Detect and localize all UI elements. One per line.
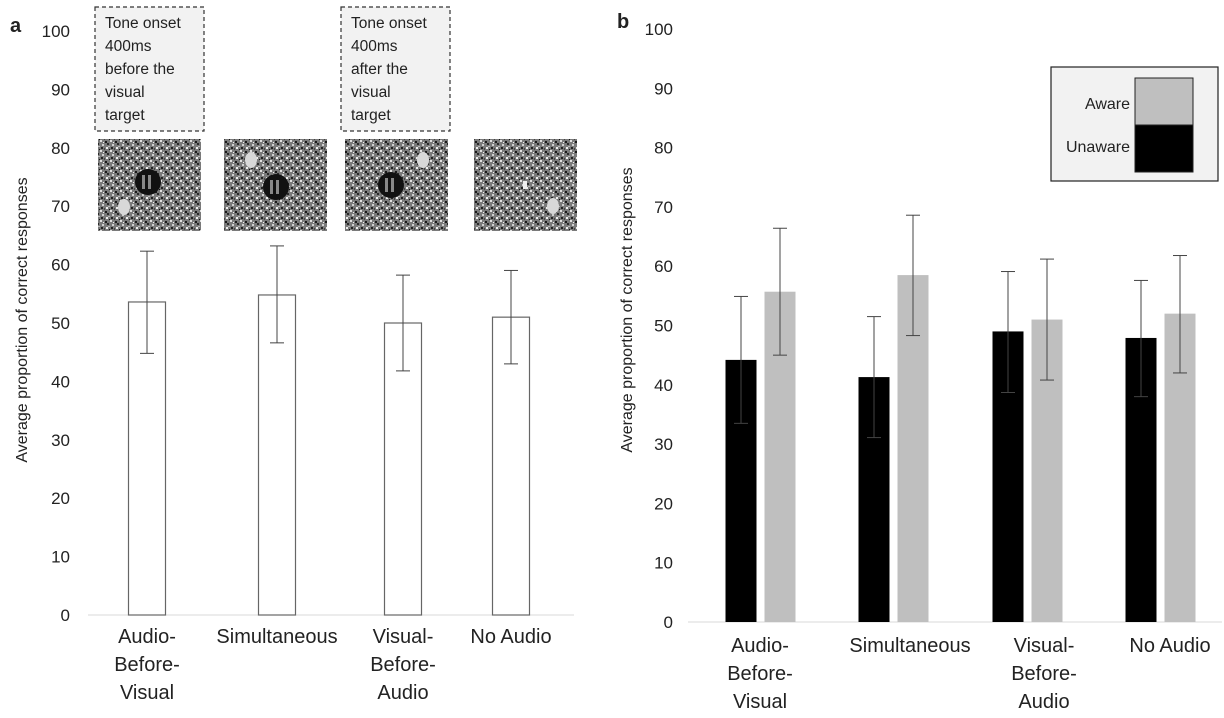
y-tick-label-a: 30 [51, 431, 70, 450]
bar [257, 294, 297, 616]
annotation-line: Tone onset [105, 15, 182, 32]
y-axis-label-a: Average proportion of correct responses [14, 177, 31, 462]
x-tick-label-b: Simultaneous [849, 635, 970, 657]
panel-a: a Average proportion of correct response… [10, 6, 577, 704]
y-tick-label-b: 40 [654, 376, 673, 395]
y-tick-label-a: 40 [51, 372, 70, 391]
error-bar [1001, 271, 1015, 394]
error-bar [1040, 258, 1054, 381]
y-tick-label-a: 10 [51, 548, 70, 567]
legend-label-aware: Aware [1085, 96, 1130, 113]
bars-b [725, 275, 1196, 622]
x-tick-label-b: Visual-Before-Audio [1011, 635, 1077, 713]
y-tick-label-b: 60 [654, 257, 673, 276]
svg-text:Tone onset 400ms: Tone onset 400ms after the visual target [351, 15, 431, 124]
svg-text:Tone onset 400ms: Tone onset 400ms before the visual targe… [105, 15, 185, 124]
y-tick-label-a: 0 [61, 606, 70, 625]
y-tick-label-b: 90 [654, 79, 673, 98]
error-bar [270, 245, 284, 344]
error-bar [867, 316, 881, 439]
panel-b: b Average proportion of correct response… [617, 11, 1222, 713]
annotation-line: target [351, 107, 391, 124]
error-bar [906, 214, 920, 337]
annotation-line: target [105, 107, 145, 124]
bars-a [127, 294, 531, 616]
x-tick-label-b: Audio-Before-Visual [727, 635, 793, 713]
y-tick-label-a: 80 [51, 139, 70, 158]
error-bar [140, 250, 154, 354]
legend-swatch-aware [1134, 77, 1194, 126]
annotation-line: after the [351, 61, 408, 78]
x-axis-labels-a: Audio-Before-Visual Simultaneous Visual-Be… [114, 626, 551, 704]
error-bar [396, 274, 410, 372]
error-bar [734, 295, 748, 424]
y-tick-label-b: 0 [664, 613, 673, 632]
y-tick-label-b: 100 [645, 20, 673, 39]
y-tick-label-a: 60 [51, 256, 70, 275]
error-bars-a [140, 245, 518, 372]
y-axis-ticks-b: 0 10 20 30 40 50 60 70 80 90 100 [645, 20, 673, 632]
error-bar [773, 227, 787, 356]
stimulus-image-no-audio [474, 139, 577, 231]
bar [491, 316, 531, 616]
stimulus-image-simultaneous [224, 139, 327, 231]
y-tick-label-b: 30 [654, 435, 673, 454]
x-tick-label-a: Audio-Before-Visual [114, 626, 180, 704]
panel-a-label: a [10, 15, 22, 37]
error-bar [1134, 279, 1148, 398]
annotation-line: before the [105, 61, 175, 78]
error-bars-b [734, 214, 1187, 439]
stimulus-image-audio-before-visual [98, 139, 201, 231]
legend: Aware Unaware [1050, 66, 1219, 182]
annotation-line: 400ms [105, 38, 152, 55]
x-tick-label-a: No Audio [470, 626, 551, 648]
y-tick-label-b: 70 [654, 198, 673, 217]
annotation-before: Tone onset 400ms before the visual targe… [94, 6, 205, 132]
y-tick-label-b: 80 [654, 139, 673, 158]
y-tick-label-a: 20 [51, 489, 70, 508]
annotation-after: Tone onset 400ms after the visual target [340, 6, 451, 132]
annotation-line: 400ms [351, 38, 398, 55]
annotation-line: visual [351, 84, 391, 101]
y-axis-label-b: Average proportion of correct responses [619, 167, 636, 452]
error-bar [1173, 255, 1187, 374]
y-axis-ticks-a: 0 10 20 30 40 50 60 70 80 90 100 [42, 22, 70, 625]
legend-swatch-unaware [1134, 124, 1194, 173]
error-bar [504, 269, 518, 365]
y-tick-label-b: 50 [654, 317, 673, 336]
y-tick-label-a: 90 [51, 80, 70, 99]
annotation-line: Tone onset [351, 15, 428, 32]
bar [127, 301, 167, 616]
x-tick-label-a: Visual-Before-Audio [370, 626, 436, 704]
legend-label-unaware: Unaware [1066, 139, 1130, 156]
y-tick-label-b: 10 [654, 554, 673, 573]
stimulus-image-visual-before-audio [345, 139, 448, 231]
y-tick-label-b: 20 [654, 494, 673, 513]
x-tick-label-a: Simultaneous [216, 626, 337, 648]
x-tick-label-b: No Audio [1129, 635, 1210, 657]
annotation-line: visual [105, 84, 145, 101]
x-axis-labels-b: Audio-Before-Visual Simultaneous Visual-Be… [727, 635, 1210, 713]
panel-b-label: b [617, 11, 629, 33]
y-tick-label-a: 70 [51, 197, 70, 216]
y-tick-label-a: 100 [42, 22, 70, 41]
y-tick-label-a: 50 [51, 314, 70, 333]
